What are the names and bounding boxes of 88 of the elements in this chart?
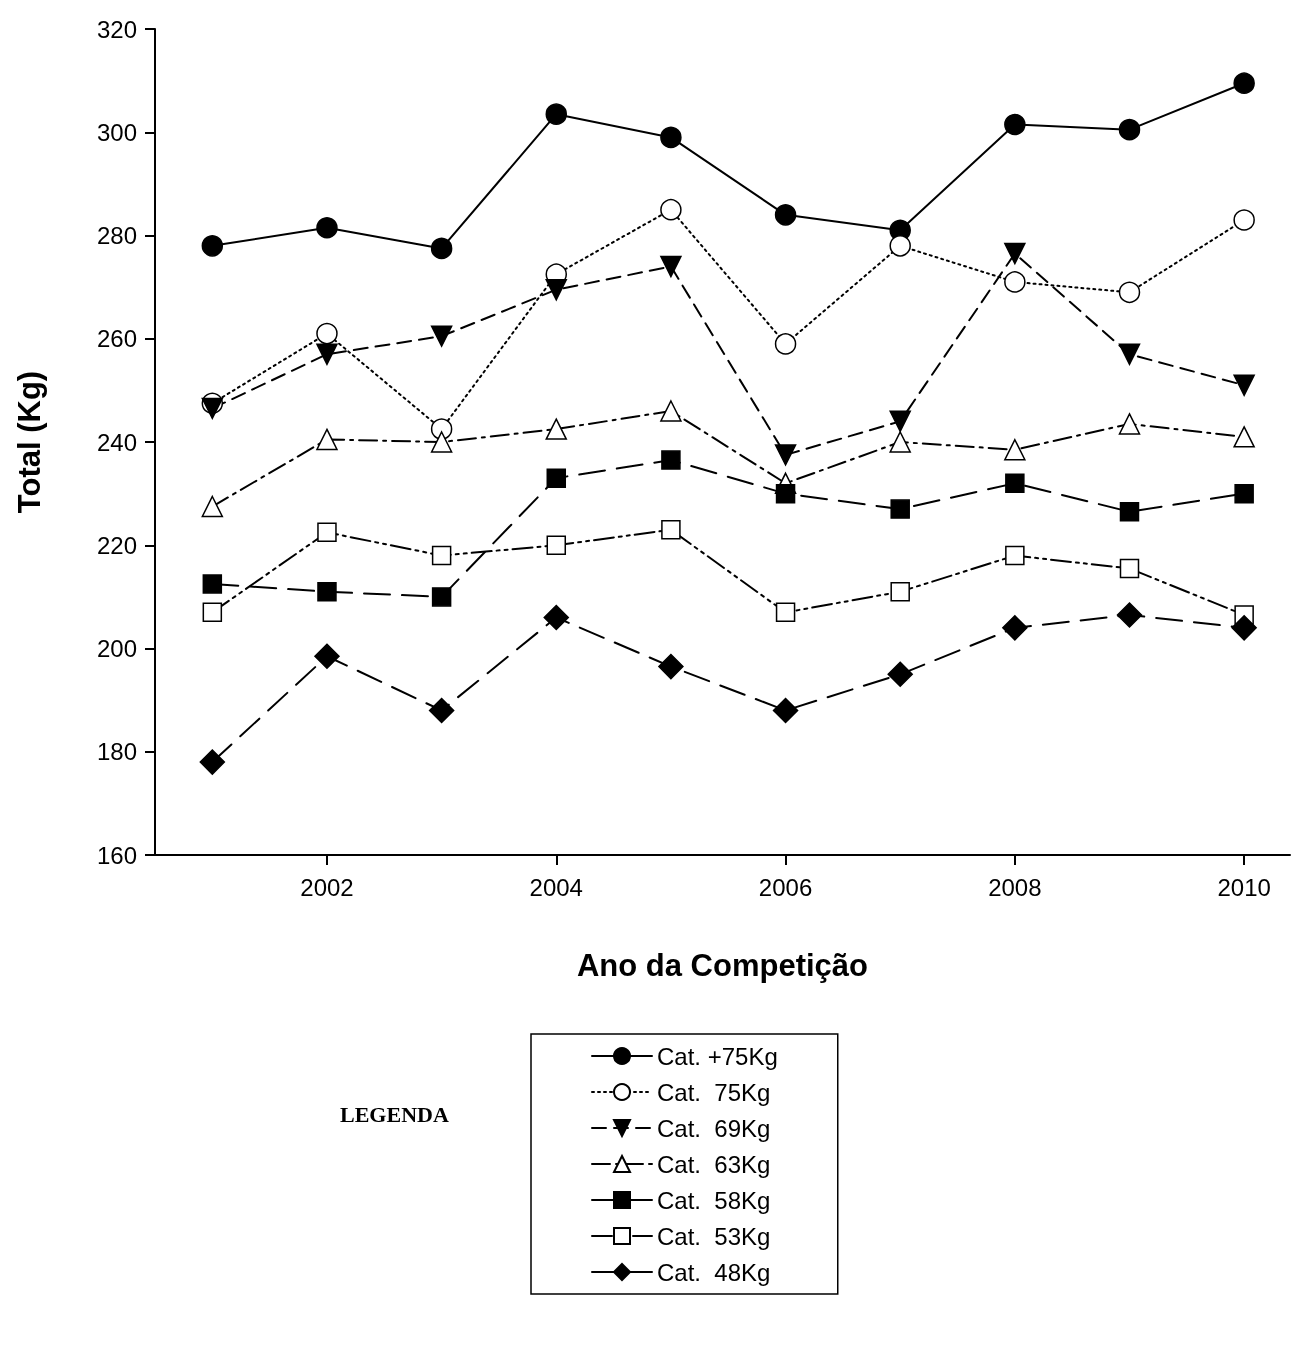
point xyxy=(316,343,338,365)
legend-label: Cat. 58Kg xyxy=(657,1186,771,1214)
point xyxy=(545,418,568,440)
point xyxy=(1116,602,1143,628)
point xyxy=(890,581,910,602)
y-tick-label: 160 xyxy=(96,841,137,869)
point xyxy=(774,333,797,355)
point xyxy=(316,428,338,451)
point xyxy=(199,749,226,775)
point xyxy=(543,604,570,631)
point xyxy=(1118,413,1141,435)
point xyxy=(316,217,338,239)
point xyxy=(546,535,567,555)
point xyxy=(1118,281,1141,304)
point xyxy=(430,431,453,453)
point xyxy=(889,431,911,453)
legend-label: Cat. 63Kg xyxy=(657,1150,771,1178)
point xyxy=(772,697,799,724)
point xyxy=(774,204,797,226)
point xyxy=(1234,483,1254,504)
point xyxy=(1233,209,1255,231)
y-tick-label: 300 xyxy=(96,118,137,146)
point xyxy=(660,255,682,278)
point xyxy=(201,495,224,518)
y-tick-label: 320 xyxy=(96,15,137,43)
y-axis-title: Total (Kg) xyxy=(12,370,47,514)
point xyxy=(545,103,568,125)
point xyxy=(774,444,797,466)
point xyxy=(1118,343,1141,365)
point xyxy=(775,483,796,504)
x-tick-label: 2008 xyxy=(988,873,1042,901)
y-tick-label: 260 xyxy=(96,325,137,353)
point xyxy=(545,278,568,301)
point xyxy=(430,237,453,260)
y-tick-label: 240 xyxy=(96,428,137,456)
point xyxy=(1233,426,1255,448)
y-tick-label: 200 xyxy=(96,635,137,662)
point xyxy=(1005,545,1025,566)
point xyxy=(316,322,338,345)
point xyxy=(661,450,681,470)
point xyxy=(1118,118,1141,141)
point xyxy=(1233,374,1255,396)
point xyxy=(201,397,224,420)
x-tick-label: 2010 xyxy=(1217,873,1271,901)
point xyxy=(660,400,682,422)
point xyxy=(202,602,223,623)
y-tick-label: 220 xyxy=(96,531,137,559)
point xyxy=(1119,558,1140,579)
point xyxy=(1004,242,1026,265)
x-tick-label: 2006 xyxy=(758,873,813,901)
point xyxy=(660,126,682,149)
point xyxy=(889,235,911,257)
point xyxy=(1004,271,1026,293)
legend-label: Cat. +75Kg xyxy=(657,1042,778,1070)
point xyxy=(1005,473,1025,494)
point xyxy=(317,522,337,543)
point xyxy=(546,468,567,488)
legend-label: Cat. 69Kg xyxy=(657,1114,771,1142)
legend-label: Cat. 75Kg xyxy=(657,1078,771,1106)
point xyxy=(1119,501,1140,522)
point xyxy=(430,325,453,347)
legend-title: LEGENDA xyxy=(340,1101,449,1127)
point xyxy=(1233,72,1255,94)
point xyxy=(658,653,684,680)
point xyxy=(1004,438,1026,461)
y-tick-label: 280 xyxy=(96,222,137,249)
point xyxy=(887,661,913,688)
point xyxy=(202,574,223,594)
x-tick-label: 2004 xyxy=(529,873,583,901)
point xyxy=(431,545,452,566)
point xyxy=(889,410,911,433)
point xyxy=(1231,615,1257,641)
y-tick-label: 180 xyxy=(96,738,137,766)
point xyxy=(660,198,682,221)
point xyxy=(1002,615,1028,641)
point xyxy=(775,602,796,623)
point xyxy=(890,499,910,519)
point xyxy=(201,235,224,257)
point xyxy=(428,697,455,724)
point xyxy=(317,581,337,602)
point xyxy=(314,643,340,669)
point xyxy=(1004,113,1026,136)
point xyxy=(431,587,452,607)
legend-label: Cat. 48Kg xyxy=(657,1258,771,1286)
x-axis-title: Ano da Competição xyxy=(576,948,869,983)
x-tick-label: 2002 xyxy=(300,873,354,901)
point xyxy=(661,520,681,540)
legend-label: Cat. 53Kg xyxy=(657,1222,771,1250)
